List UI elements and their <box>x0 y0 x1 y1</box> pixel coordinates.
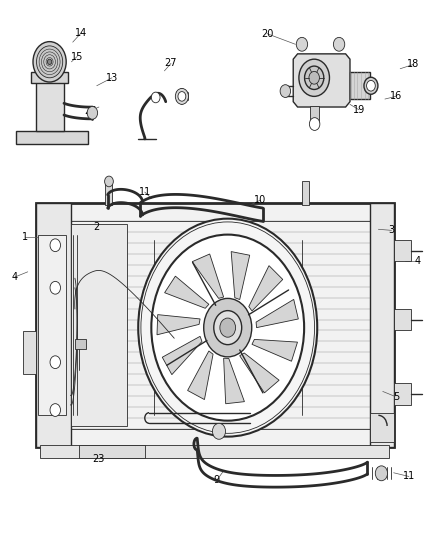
Circle shape <box>333 37 345 51</box>
Circle shape <box>212 423 226 439</box>
Circle shape <box>214 311 242 345</box>
Circle shape <box>299 59 329 96</box>
Polygon shape <box>293 54 350 107</box>
Circle shape <box>204 298 252 357</box>
Text: 10: 10 <box>254 195 267 205</box>
Polygon shape <box>240 353 279 393</box>
Polygon shape <box>16 131 88 144</box>
Text: 13: 13 <box>106 73 118 83</box>
Circle shape <box>309 71 319 84</box>
Text: 14: 14 <box>75 28 88 38</box>
Circle shape <box>50 356 60 368</box>
Text: 5: 5 <box>393 392 399 402</box>
Bar <box>75 340 86 349</box>
Circle shape <box>296 37 307 51</box>
Text: 9: 9 <box>214 475 220 485</box>
Bar <box>71 224 127 426</box>
Circle shape <box>50 239 60 252</box>
Text: 20: 20 <box>261 29 273 39</box>
Circle shape <box>304 66 324 90</box>
Bar <box>31 72 68 83</box>
Polygon shape <box>162 336 202 375</box>
Circle shape <box>33 42 66 82</box>
Circle shape <box>364 77 378 94</box>
Text: 1: 1 <box>21 232 28 243</box>
Circle shape <box>138 219 317 437</box>
Circle shape <box>50 281 60 294</box>
Text: 19: 19 <box>353 104 365 115</box>
Bar <box>79 445 145 458</box>
Text: 18: 18 <box>407 60 420 69</box>
Bar <box>22 332 35 374</box>
Bar <box>370 203 394 447</box>
Text: 16: 16 <box>390 91 402 101</box>
Text: 11: 11 <box>139 187 151 197</box>
Polygon shape <box>187 351 213 400</box>
Bar <box>370 413 394 442</box>
Text: 4: 4 <box>11 272 18 282</box>
Bar <box>106 184 112 205</box>
Circle shape <box>175 88 188 104</box>
Circle shape <box>50 403 60 416</box>
Circle shape <box>280 85 290 98</box>
Polygon shape <box>192 254 224 298</box>
Circle shape <box>151 92 160 103</box>
Text: 15: 15 <box>71 52 83 61</box>
Bar <box>394 309 411 330</box>
Polygon shape <box>249 265 283 311</box>
Circle shape <box>375 466 388 481</box>
Circle shape <box>47 59 52 64</box>
Bar <box>38 235 66 415</box>
Text: 2: 2 <box>94 222 100 232</box>
Circle shape <box>151 235 304 421</box>
Polygon shape <box>224 358 244 403</box>
Bar <box>394 240 411 261</box>
Polygon shape <box>157 314 200 335</box>
Circle shape <box>220 318 236 337</box>
Polygon shape <box>165 276 209 308</box>
Text: 4: 4 <box>415 256 421 266</box>
Bar <box>350 72 370 99</box>
Polygon shape <box>252 340 297 361</box>
Text: 27: 27 <box>165 59 177 68</box>
Circle shape <box>309 118 320 131</box>
Bar <box>35 203 394 447</box>
Bar <box>35 203 71 447</box>
Bar <box>51 221 378 429</box>
Circle shape <box>105 176 113 187</box>
Polygon shape <box>256 300 298 328</box>
Circle shape <box>367 80 375 91</box>
Bar <box>40 445 389 458</box>
Polygon shape <box>231 252 250 300</box>
Bar <box>394 383 411 405</box>
Text: 23: 23 <box>93 454 105 464</box>
Circle shape <box>87 107 98 119</box>
Bar <box>35 80 64 131</box>
Circle shape <box>36 46 63 78</box>
Bar <box>302 181 308 205</box>
Circle shape <box>178 92 186 101</box>
Text: 3: 3 <box>389 225 395 236</box>
Text: 11: 11 <box>403 472 415 481</box>
Text: 26: 26 <box>84 106 96 116</box>
Bar <box>310 106 319 123</box>
